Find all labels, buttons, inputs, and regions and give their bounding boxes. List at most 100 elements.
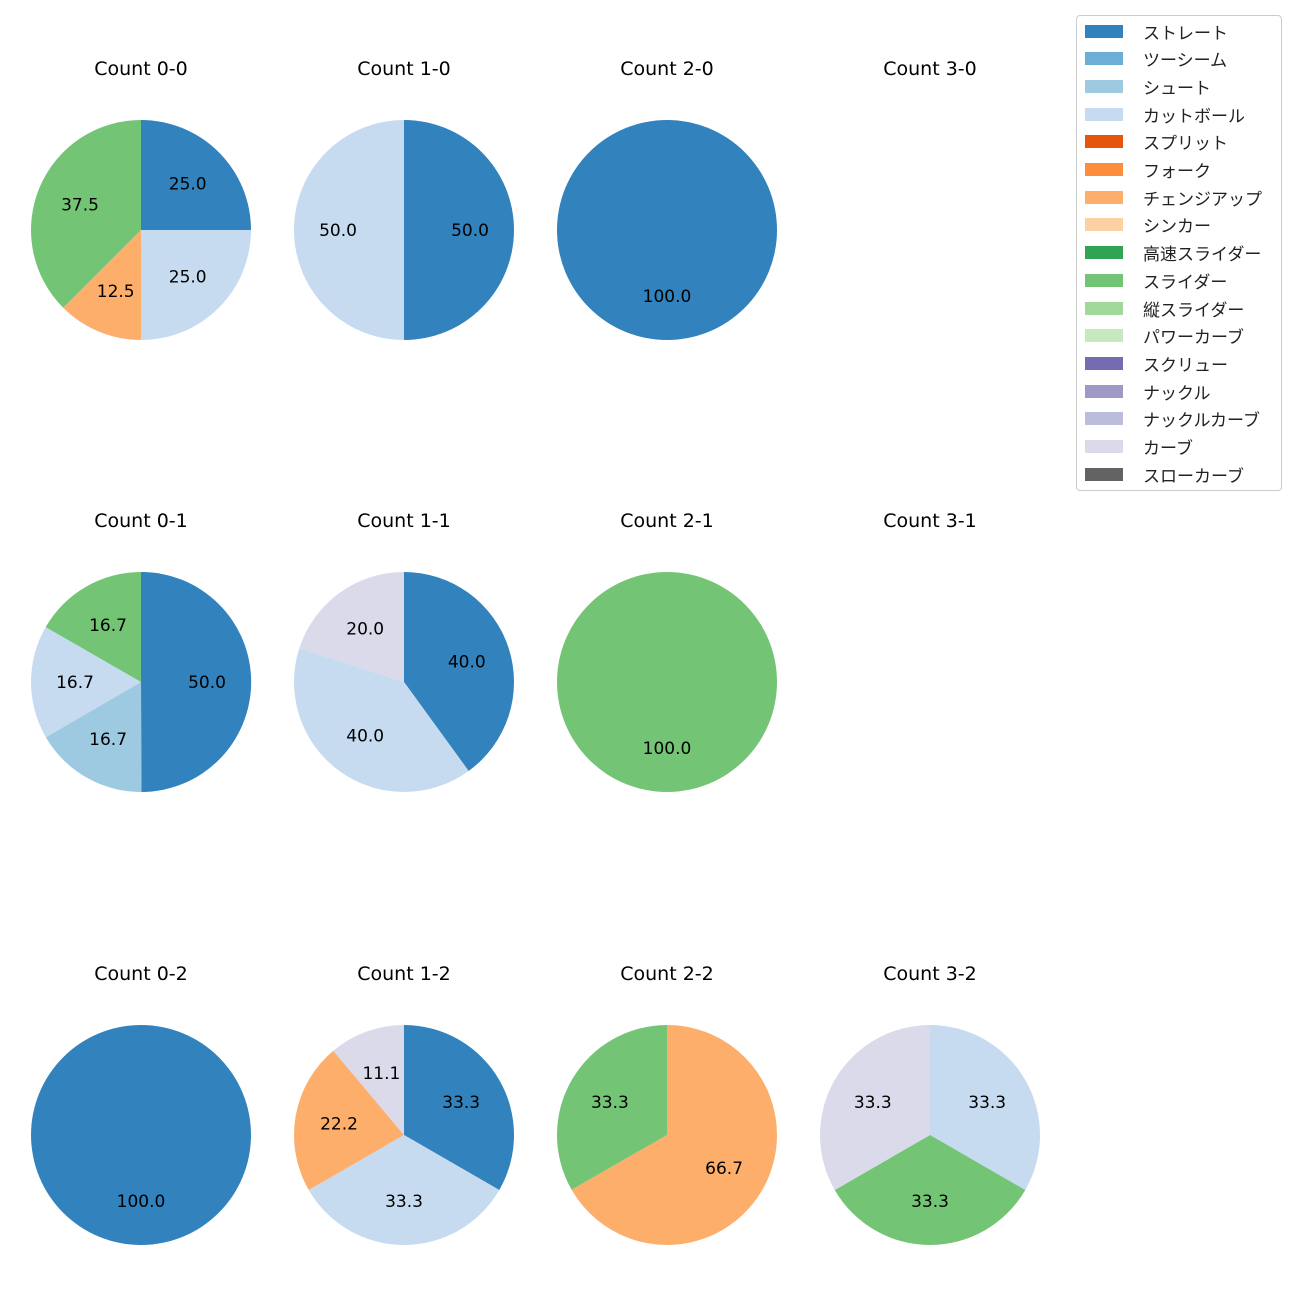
pie-slice	[31, 120, 142, 308]
pie-count-3-1: Count 3-1	[883, 510, 977, 532]
legend-item: スローカーブ	[1085, 464, 1244, 487]
pie-title: Count 1-2	[357, 963, 451, 985]
pie-slice	[31, 1025, 251, 1245]
pie-slice	[333, 1025, 404, 1135]
slice-label: 33.3	[968, 1093, 1006, 1113]
slice-label: 12.5	[97, 282, 135, 302]
legend-swatch	[1085, 246, 1123, 260]
pie-slice	[141, 120, 251, 230]
legend-swatch	[1085, 218, 1123, 232]
legend-item: ナックル	[1085, 381, 1211, 404]
pie-slice	[293, 648, 469, 793]
legend-label: スプリット	[1143, 134, 1228, 155]
pie-title: Count 2-1	[620, 510, 714, 532]
pie-slice	[404, 572, 515, 771]
pie-slice	[141, 571, 252, 792]
slice-label: 66.7	[705, 1159, 743, 1179]
legend-item: ストレート	[1085, 21, 1228, 44]
legend-item: チェンジアップ	[1085, 187, 1262, 210]
legend-swatch	[1085, 412, 1123, 426]
pie-count-0-0: Count 0-0 25.0 25.0 12.5 37.5	[31, 58, 251, 340]
pie-slice	[308, 1135, 500, 1245]
slice-label: 100.0	[117, 1192, 166, 1212]
legend-swatch	[1085, 356, 1123, 370]
slice-label: 16.7	[89, 616, 127, 636]
slice-label: 50.0	[319, 221, 357, 241]
legend-label: スクリュー	[1143, 355, 1228, 376]
legend-swatch	[1085, 190, 1123, 204]
pie-title: Count 2-0	[620, 58, 714, 80]
legend-label: シュート	[1143, 78, 1211, 99]
legend-swatch	[1085, 329, 1123, 343]
slice-label: 33.3	[591, 1093, 629, 1113]
pie-count-1-1: Count 1-1 40.0 40.0 20.0	[293, 510, 515, 793]
legend-item: ナックルカーブ	[1085, 409, 1260, 432]
legend-swatch	[1085, 384, 1123, 398]
legend-item: 高速スライダー	[1085, 243, 1262, 266]
legend-swatch	[1085, 135, 1123, 149]
slice-label: 37.5	[61, 196, 99, 216]
legend-swatch	[1085, 52, 1123, 66]
pie-title: Count 3-1	[883, 510, 977, 532]
legend-swatch	[1085, 273, 1123, 287]
pie-slice	[557, 572, 777, 792]
legend-swatch	[1085, 163, 1123, 176]
legend-label: カットボール	[1143, 106, 1245, 127]
legend-label: チェンジアップ	[1143, 189, 1262, 210]
pie-slice	[930, 1025, 1040, 1190]
pie-count-2-0: Count 2-0 100.0	[557, 58, 777, 340]
legend-label: ナックル	[1143, 383, 1211, 404]
pie-slice	[557, 120, 777, 340]
slice-label: 22.2	[320, 1115, 358, 1135]
legend-label: カーブ	[1143, 439, 1193, 459]
pie-title: Count 0-0	[94, 58, 188, 80]
legend-item: シュート	[1085, 76, 1211, 99]
legend-item: スプリット	[1085, 132, 1228, 155]
legend-label: パワーカーブ	[1143, 328, 1244, 349]
legend-item: シンカー	[1085, 215, 1211, 238]
slice-label: 16.7	[56, 673, 94, 693]
pie-slice	[141, 230, 251, 340]
legend-swatch	[1085, 301, 1123, 315]
legend-swatch	[1085, 440, 1123, 453]
slice-label: 33.3	[854, 1093, 892, 1113]
pie-count-2-1: Count 2-1 100.0	[557, 510, 777, 792]
slice-label: 40.0	[346, 726, 384, 746]
pie-title: Count 0-1	[94, 510, 188, 532]
pie-slice	[404, 120, 514, 340]
legend-item: カットボール	[1085, 104, 1245, 127]
pie-slice	[45, 572, 141, 682]
pie-slice	[820, 1025, 930, 1190]
slice-label: 33.3	[911, 1192, 949, 1212]
legend: ストレートツーシームシュートカットボール スプリットフォークチェンジアップ シンカー…	[1076, 15, 1282, 491]
legend-item: フォーク	[1085, 160, 1211, 182]
legend-label: ツーシーム	[1143, 51, 1228, 72]
legend-label: ストレート	[1143, 23, 1228, 44]
legend-label: フォーク	[1143, 162, 1211, 182]
slice-label: 25.0	[169, 174, 207, 194]
slice-label: 33.3	[442, 1093, 480, 1113]
pie-title: Count 0-2	[94, 963, 188, 985]
legend-label: 高速スライダー	[1143, 245, 1262, 266]
legend-item: パワーカーブ	[1085, 326, 1244, 349]
slice-label: 100.0	[643, 739, 692, 759]
legend-item: カーブ	[1085, 437, 1193, 459]
pie-count-2-2: Count 2-2 66.7 33.3	[556, 963, 777, 1245]
pie-slice	[294, 120, 404, 340]
pie-title: Count 3-0	[883, 58, 977, 80]
legend-label: ナックルカーブ	[1143, 411, 1260, 432]
slice-label: 100.0	[643, 287, 692, 307]
pie-title: Count 2-2	[620, 963, 714, 985]
legend-swatch	[1085, 79, 1123, 93]
pie-title: Count 3-2	[883, 963, 977, 985]
pie-slice	[556, 1025, 667, 1190]
legend-swatch	[1085, 107, 1123, 121]
legend-swatch	[1085, 24, 1123, 38]
pie-count-0-1: Count 0-1 50.0 16.7 16.7 16.7	[30, 510, 252, 793]
slice-label: 50.0	[188, 673, 226, 693]
pie-count-3-2: Count 3-2 33.3 33.3 33.3	[820, 963, 1040, 1245]
legend-swatch	[1085, 467, 1123, 481]
slice-label: 40.0	[448, 653, 486, 673]
legend-label: スローカーブ	[1143, 466, 1244, 487]
legend-label: シンカー	[1143, 217, 1211, 238]
